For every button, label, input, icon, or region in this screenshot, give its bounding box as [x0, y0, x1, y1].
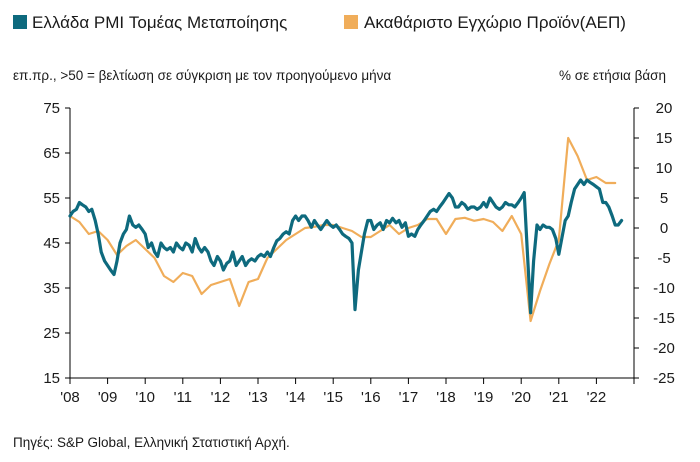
x-ticks: '08 '09 '10 '11 '12 '13 '14 '15 '16 '17 '18 '19 '20 '… — [60, 378, 635, 406]
legend-label-pmi: Ελλάδα PMI Τομέας Μεταποίησης — [32, 13, 287, 32]
left-tick-label: 45 — [43, 235, 60, 252]
x-tick-label: '13 — [248, 389, 268, 406]
x-tick-label: '12 — [211, 389, 231, 406]
right-tick-label: 15 — [656, 130, 673, 147]
x-tick-label: '18 — [436, 389, 456, 406]
left-tick-label: 75 — [43, 100, 60, 117]
pmi-series-line — [68, 178, 624, 315]
right-tick-label: 10 — [656, 160, 673, 177]
legend-swatch-gdp — [344, 15, 358, 29]
right-y-ticks: 20 15 10 5 0 -5 -10 -15 -20 -25 — [634, 100, 675, 387]
legend-swatch-pmi — [13, 15, 27, 29]
legend-label-gdp: Ακαθάριστο Εγχώριο Προϊόν(ΑΕΠ) — [364, 13, 626, 32]
left-y-ticks: 75 65 55 45 35 25 15 — [43, 100, 70, 387]
x-tick-label: '15 — [323, 389, 343, 406]
x-tick-label: '17 — [399, 389, 419, 406]
right-tick-label: -20 — [653, 340, 675, 357]
legend: Ελλάδα PMI Τομέας Μεταποίησης Ακαθάριστο… — [13, 13, 626, 32]
right-axis-subtitle: % σε ετήσια βάση — [559, 68, 666, 83]
x-tick-label: '21 — [549, 389, 569, 406]
left-tick-label: 55 — [43, 190, 60, 207]
right-tick-label: 0 — [660, 220, 668, 237]
left-tick-label: 35 — [43, 280, 60, 297]
x-tick-label: '14 — [286, 389, 306, 406]
x-tick-label: '20 — [511, 389, 531, 406]
right-tick-label: -10 — [653, 280, 675, 297]
right-tick-label: 20 — [656, 100, 673, 117]
x-tick-label: '09 — [98, 389, 118, 406]
x-tick-label: '16 — [361, 389, 381, 406]
source-note: Πηγές: S&P Global, Ελληνική Στατιστική Α… — [13, 435, 290, 450]
right-tick-label: -5 — [657, 250, 670, 267]
x-tick-label: '22 — [587, 389, 607, 406]
gdp-series-line — [68, 136, 617, 323]
x-tick-label: '19 — [474, 389, 494, 406]
x-tick-label: '08 — [60, 389, 80, 406]
right-tick-label: 5 — [660, 190, 668, 207]
series-layer — [68, 136, 624, 323]
right-tick-label: -15 — [653, 310, 675, 327]
left-axis-subtitle: επ.πρ., >50 = βελτίωση σε σύγκριση με το… — [13, 68, 391, 83]
x-tick-label: '10 — [135, 389, 155, 406]
x-tick-label: '11 — [174, 389, 192, 406]
left-tick-label: 25 — [43, 325, 60, 342]
right-tick-label: -25 — [653, 370, 675, 387]
left-tick-label: 65 — [43, 145, 60, 162]
left-tick-label: 15 — [43, 370, 60, 387]
